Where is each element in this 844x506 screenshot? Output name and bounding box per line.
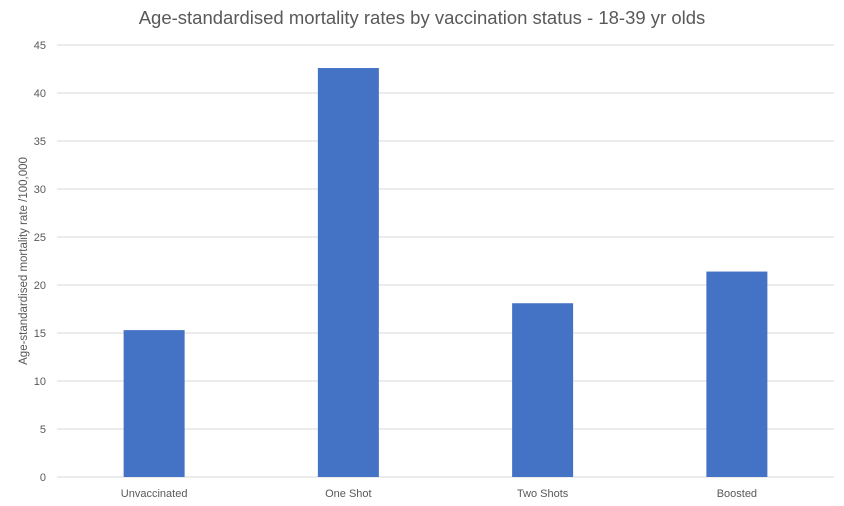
gridlines bbox=[57, 44, 834, 478]
bar-unvaccinated bbox=[123, 330, 185, 477]
bar-one-shot bbox=[317, 68, 379, 477]
bars bbox=[123, 68, 768, 477]
y-tick-label: 10 bbox=[34, 376, 46, 388]
y-axis-ticks: 0 5 10 15 20 25 30 35 40 45 bbox=[34, 40, 46, 484]
y-axis-label: Age-standardised mortality rate /100,000 bbox=[18, 157, 30, 365]
y-tick-label: 15 bbox=[34, 328, 46, 340]
chart-title: Age-standardised mortality rates by vacc… bbox=[138, 7, 706, 28]
bar-two-shots bbox=[512, 303, 574, 477]
y-tick-label: 35 bbox=[34, 136, 46, 148]
x-tick-label: Unvaccinated bbox=[121, 488, 188, 500]
x-axis-ticks: Unvaccinated One Shot Two Shots Boosted bbox=[121, 488, 757, 500]
bar-boosted bbox=[706, 271, 768, 477]
y-tick-label: 45 bbox=[34, 40, 46, 52]
x-tick-label: One Shot bbox=[325, 488, 371, 500]
y-tick-label: 20 bbox=[34, 280, 46, 292]
y-tick-label: 5 bbox=[40, 424, 46, 436]
y-tick-label: 0 bbox=[40, 472, 46, 484]
y-tick-label: 40 bbox=[34, 88, 46, 100]
x-tick-label: Boosted bbox=[717, 488, 757, 500]
y-tick-label: 25 bbox=[34, 232, 46, 244]
x-tick-label: Two Shots bbox=[517, 488, 569, 500]
y-tick-label: 30 bbox=[34, 184, 46, 196]
